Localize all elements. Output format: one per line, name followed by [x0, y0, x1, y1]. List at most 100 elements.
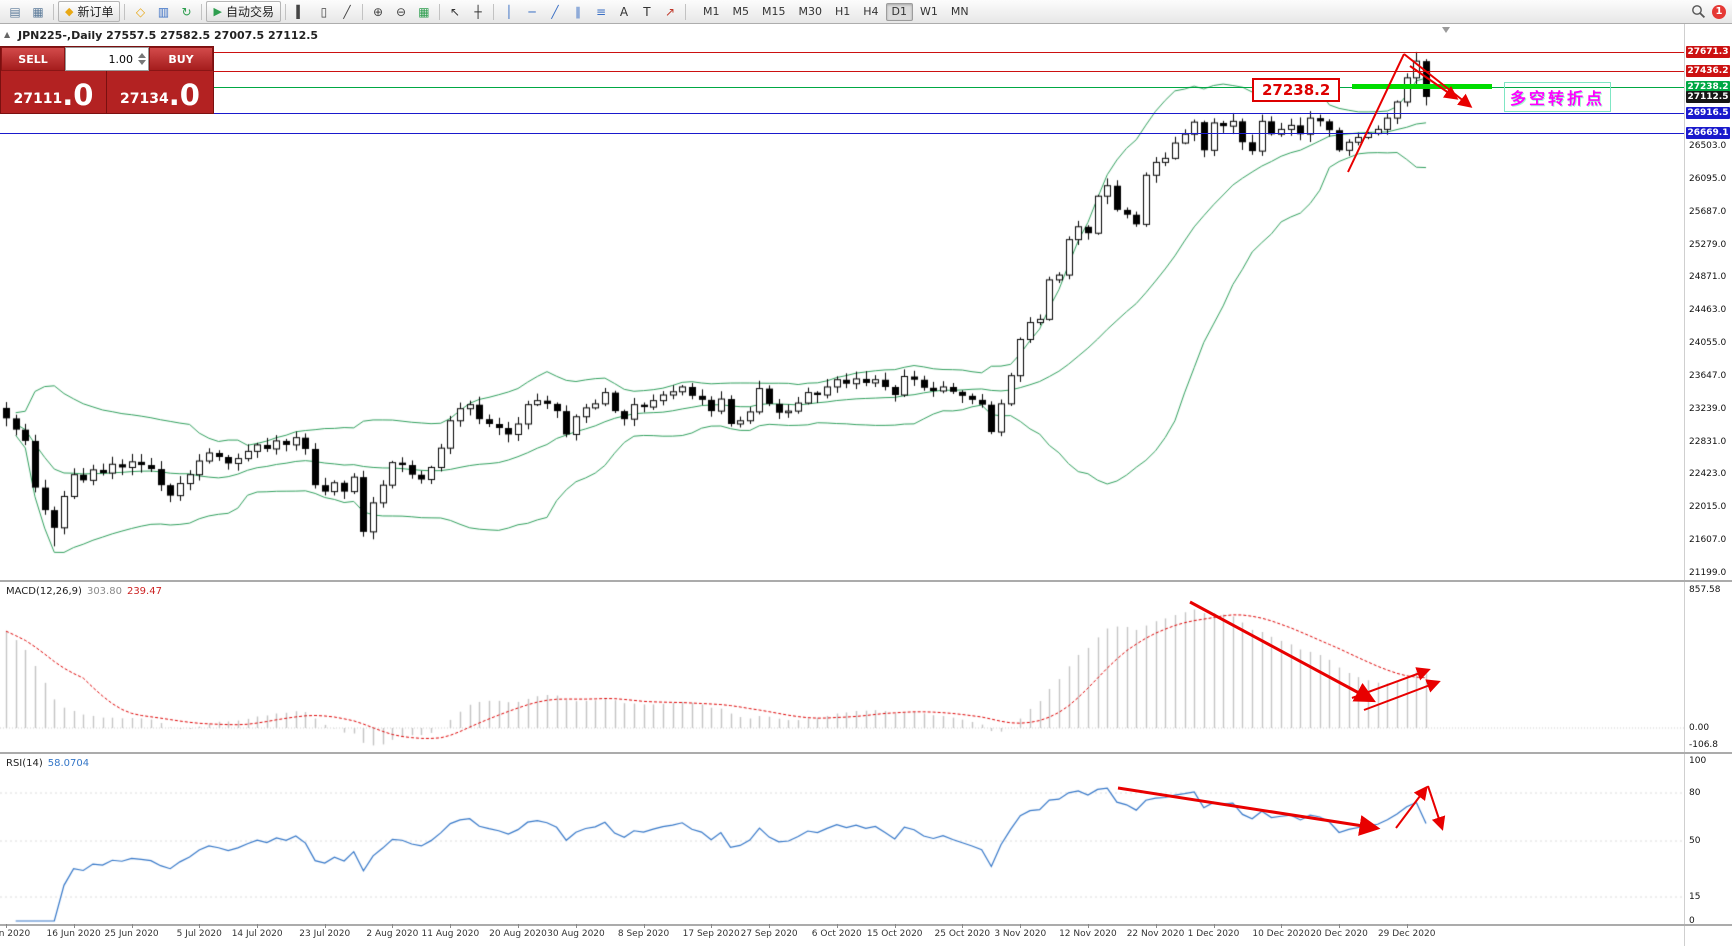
text-tool-icon[interactable]: A [619, 4, 629, 19]
rsi-axis-label: 15 [1689, 892, 1701, 902]
date-axis-label: 14 Jul 2020 [231, 929, 283, 939]
date-axis-label: 17 Sep 2020 [682, 929, 740, 939]
timeframe-mn-button[interactable]: MN [950, 4, 969, 18]
toolbar: ▤ ▦ ◆ 新订单 ◇ ▥ ↻ ▶ 自动交易 ▍ ▯ ╱ ⊕ ⊖ ▦ ↖ ┼ │ ─ ╱ ∥ ≡ A T ↗ M1 M5 M15 M3… [0, 0, 1732, 24]
toolbar-separator [361, 3, 363, 20]
pane-splitter-rsi[interactable] [0, 752, 1732, 754]
autotrade-button[interactable]: ▶ 自动交易 [206, 1, 281, 22]
horizontal-line-27238.2[interactable] [0, 87, 1684, 88]
date-axis-tick [769, 924, 771, 928]
arrow-tool-icon[interactable]: ↗ [664, 4, 675, 19]
price-axis-label: 21199.0 [1689, 568, 1727, 578]
chart-shift-marker[interactable] [1442, 27, 1450, 33]
horizontal-line-27436.2[interactable] [0, 71, 1684, 72]
volume-decrease-button[interactable] [138, 60, 146, 65]
buy-button[interactable]: BUY [149, 47, 213, 71]
main-chart-canvas[interactable] [0, 24, 1684, 580]
rsi-axis-label: 100 [1689, 756, 1707, 766]
date-axis-label: 30 Aug 2020 [547, 929, 605, 939]
label-tool-icon[interactable]: T [643, 4, 651, 19]
vertical-line-tool-icon[interactable]: │ [505, 4, 513, 19]
horizontal-line-26669.1[interactable] [0, 133, 1684, 134]
date-axis-tick [257, 924, 259, 928]
volume-increase-button[interactable] [138, 53, 146, 58]
line-chart-mode-icon[interactable]: ╱ [343, 4, 351, 19]
window-profiles-icon[interactable]: ▦ [32, 4, 44, 19]
date-axis-tick [1281, 924, 1283, 928]
date-axis-tick [711, 924, 713, 928]
date-axis-label: 8 Sep 2020 [617, 929, 670, 939]
date-axis-label: 5 Jul 2020 [176, 929, 222, 939]
timeframe-h1-button[interactable]: H1 [834, 4, 851, 18]
market-watch-icon[interactable]: ◇ [135, 4, 146, 19]
pane-splitter-macd[interactable] [0, 580, 1732, 582]
date-axis-label: 10 Dec 2020 [1252, 929, 1310, 939]
volume-value[interactable]: 1.00 [108, 52, 134, 66]
date-axis-label: 6 Oct 2020 [811, 929, 862, 939]
new-chart-icon[interactable]: ▤ [9, 4, 21, 19]
fibonacci-tool-icon[interactable]: ≡ [595, 4, 606, 19]
horizontal-line-26916.5[interactable] [0, 113, 1684, 114]
crosshair-icon[interactable]: ┼ [474, 4, 482, 19]
date-axis-label: 16 Jun 2020 [46, 929, 101, 939]
price-axis-label: 22423.0 [1689, 469, 1727, 480]
timeframe-m5-button[interactable]: M5 [732, 4, 749, 18]
channel-tool-icon[interactable]: ∥ [574, 4, 581, 19]
rsi-indicator-canvas[interactable] [0, 754, 1684, 924]
toolbar-separator [284, 3, 286, 20]
horizontal-line-27671.3[interactable] [0, 52, 1684, 53]
notification-badge[interactable]: 1 [1712, 4, 1726, 19]
macd-main-value: 303.80 [86, 586, 122, 597]
bar-chart-mode-icon[interactable]: ▍ [296, 4, 306, 19]
buy-price-frac: .0 [168, 78, 200, 112]
date-axis-label: 23 Jul 2020 [299, 929, 351, 939]
date-axis-label: 25 Jun 2020 [104, 929, 159, 939]
data-window-icon[interactable]: ▥ [157, 4, 170, 19]
macd-indicator-canvas[interactable] [0, 582, 1684, 752]
zoom-out-icon[interactable]: ⊖ [395, 4, 406, 19]
rsi-axis-label: 50 [1689, 836, 1701, 846]
turning-point-text[interactable]: 多空转折点 [1504, 82, 1612, 112]
candle-chart-mode-icon[interactable]: ▯ [320, 4, 328, 19]
timeframe-d1-button[interactable]: D1 [885, 2, 913, 21]
price-axis-label: 24055.0 [1689, 338, 1727, 349]
timeframe-w1-button[interactable]: W1 [920, 4, 938, 18]
trendline-tool-icon[interactable]: ╱ [551, 4, 559, 19]
date-axis-label: 22 Nov 2020 [1126, 929, 1185, 939]
buy-price[interactable]: 27134 .0 [107, 71, 213, 113]
sell-price[interactable]: 27111 .0 [1, 71, 107, 113]
indicators-icon[interactable]: ▦ [418, 4, 430, 19]
toolbar-separator [684, 3, 686, 20]
rsi-label: RSI(14) [6, 758, 43, 769]
cursor-icon[interactable]: ↖ [449, 4, 460, 19]
rsi-value: 58.0704 [47, 758, 90, 769]
timeframe-m1-button[interactable]: M1 [702, 4, 720, 18]
new-order-button[interactable]: ◆ 新订单 [58, 1, 121, 22]
navigator-refresh-icon[interactable]: ↻ [181, 4, 192, 19]
price-tag-26669.1: 26669.1 [1686, 126, 1730, 139]
search-icon[interactable] [1691, 4, 1706, 19]
price-axis-label: 24463.0 [1689, 305, 1727, 316]
panel-collapse-icon[interactable]: ▲ [4, 30, 11, 39]
toolbar-right-group: 1 [1691, 4, 1728, 19]
date-axis-tick [1339, 924, 1341, 928]
macd-label: MACD(12,26,9) [6, 586, 82, 597]
date-axis-tick [131, 924, 133, 928]
turning-price-label[interactable]: 27238.2 [1252, 78, 1341, 102]
zoom-in-icon[interactable]: ⊕ [372, 4, 383, 19]
macd-axis-label: -106.8 [1689, 740, 1719, 751]
price-axis-label: 23239.0 [1689, 403, 1727, 414]
timeframe-h4-button[interactable]: H4 [863, 4, 879, 18]
volume-stepper[interactable]: 1.00 [65, 47, 149, 71]
date-axis-tick [199, 924, 201, 928]
green-support-segment[interactable] [1352, 84, 1492, 89]
timeframe-m30-button[interactable]: M30 [798, 4, 822, 18]
sell-button[interactable]: SELL [1, 47, 65, 71]
timeframe-m15-button[interactable]: M15 [761, 4, 786, 18]
autotrade-icon: ▶ [213, 5, 222, 18]
price-tag-27436.2: 27436.2 [1686, 64, 1730, 77]
horizontal-line-tool-icon[interactable]: ─ [528, 4, 536, 19]
date-axis-label: 2 Aug 2020 [366, 929, 419, 939]
one-click-trading-panel: SELL 1.00 BUY 27111 .0 27134 .0 [0, 46, 214, 114]
price-axis-label: 22015.0 [1689, 502, 1727, 513]
